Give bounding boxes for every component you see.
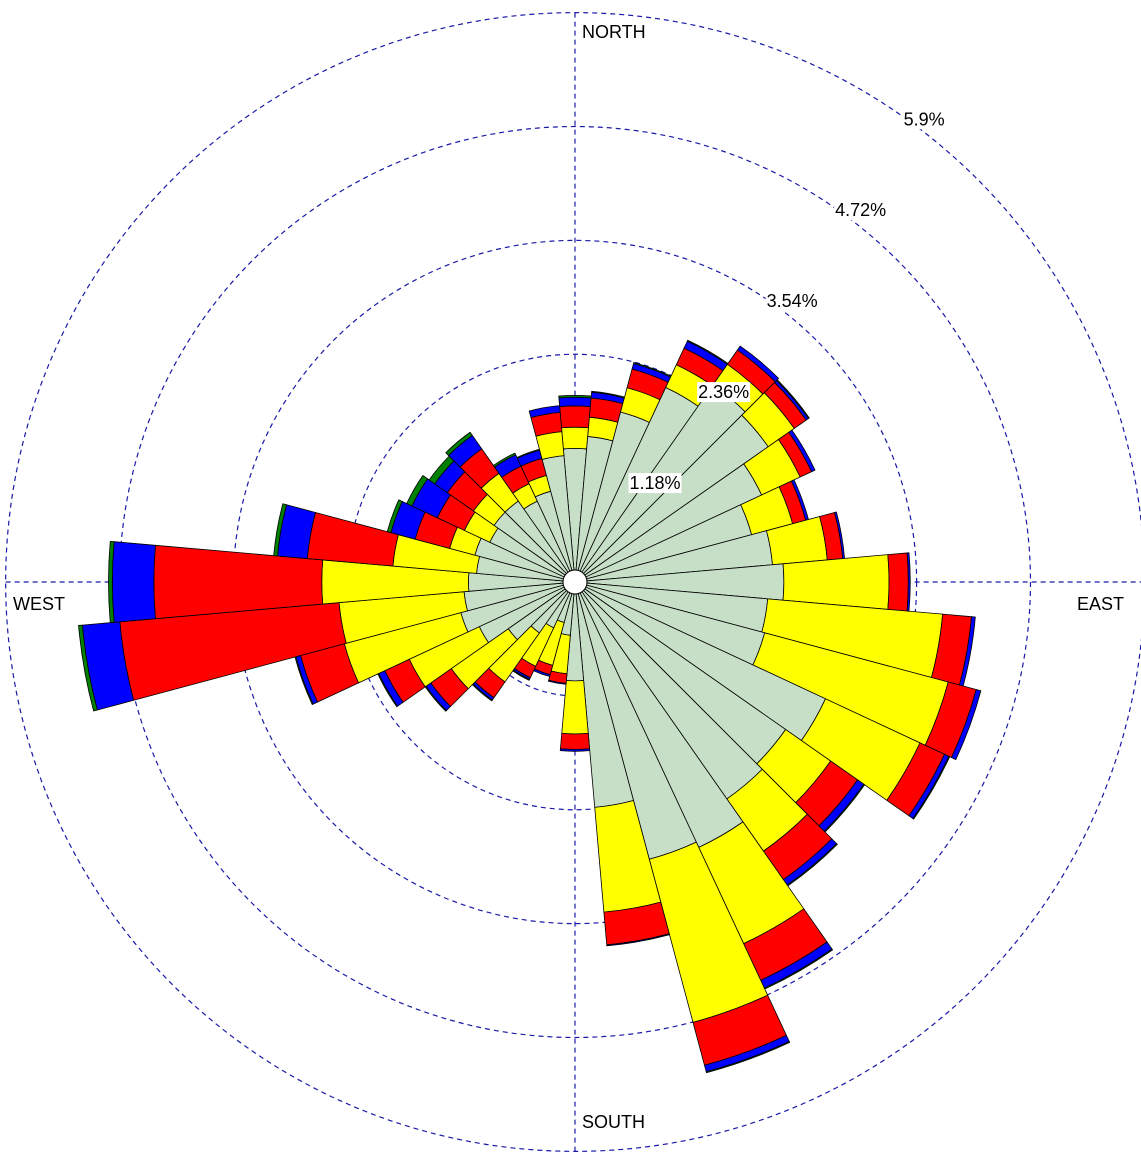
petal-sector-0-bin-5: [558, 394, 592, 399]
petal-sector-330-bin-5: [492, 452, 517, 468]
petal-sector-90-bin-3: [887, 552, 909, 612]
petal-sector-90-bin-2: [782, 554, 890, 610]
direction-label-east: EAST: [1077, 594, 1124, 614]
petal-sector-190-bin-4: [548, 679, 567, 685]
petal-sector-260-bin-5: [78, 624, 98, 712]
radial-tick-label-bg-2: [697, 382, 751, 403]
center-hub: [562, 569, 588, 595]
petal-sector-350-bin-4: [528, 405, 561, 418]
petal-sector-270-bin-4: [112, 541, 156, 623]
petal-sector-50-bin-5: [776, 379, 810, 419]
petal-sector-270-bin-5: [108, 540, 115, 624]
radial-tick-label-2: 2.36%: [698, 382, 749, 402]
petals: [78, 339, 982, 1074]
radial-tick-label-3: 3.54%: [767, 291, 818, 311]
direction-label-north: NORTH: [582, 22, 646, 42]
petal-sector-120-bin-5: [912, 755, 951, 820]
petal-sector-40-bin-4: [737, 345, 780, 383]
direction-label-south: SOUTH: [582, 1112, 645, 1132]
petal-sector-180-bin-4: [559, 748, 591, 752]
petal-sector-320-bin-5: [445, 431, 473, 456]
petal-sector-290-bin-5: [386, 499, 403, 534]
petal-sector-160-bin-5: [705, 1041, 791, 1074]
radial-tick-label-1: 1.18%: [630, 473, 681, 493]
petal-sector-180-bin-3: [560, 732, 590, 750]
petal-sector-0-bin-4: [558, 396, 592, 408]
radial-tick-label-bg-4: [834, 200, 888, 221]
grid-ring-4: [118, 125, 1032, 1039]
radial-tick-label-bg-5: [902, 109, 946, 130]
radial-tick-labels: 1.18% 2.36% 3.54% 4.72% 5.9%: [628, 109, 946, 494]
petal-sector-60-bin-4: [788, 429, 816, 473]
radial-tick-label-bg-3: [765, 291, 819, 312]
petal-sector-180-bin-2: [561, 680, 589, 735]
radial-tick-label-5: 5.9%: [904, 109, 945, 129]
petal-sector-280-bin-5: [273, 503, 287, 557]
petal-sector-170-bin-4: [606, 933, 670, 947]
petal-sector-110-bin-4: [951, 689, 982, 760]
radial-tick-label-4: 4.72%: [835, 200, 886, 220]
petal-sector-0-bin-2: [561, 426, 589, 450]
radial-tick-label-bg-1: [628, 473, 682, 494]
petal-sector-300-bin-5: [406, 475, 429, 507]
petal-sector-0-bin-3: [559, 405, 591, 429]
direction-label-west: WEST: [13, 594, 65, 614]
